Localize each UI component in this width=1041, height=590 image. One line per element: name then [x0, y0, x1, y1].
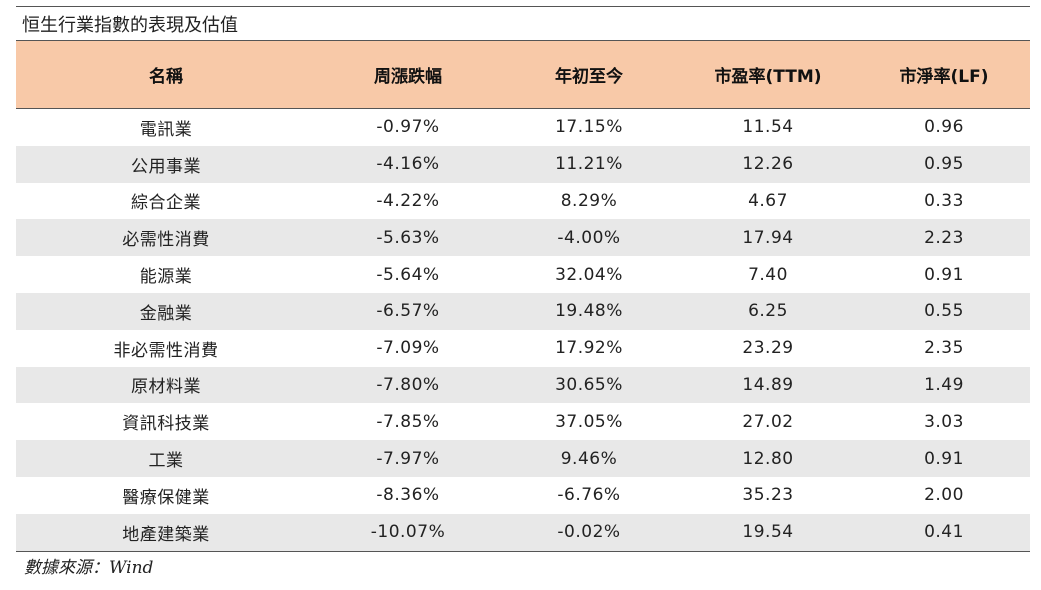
cell-pe-ttm: 12.80	[742, 448, 794, 469]
cell-pb-lf: 0.95	[924, 154, 964, 175]
cell-weekly-change: -8.36%	[376, 485, 440, 506]
cell-pb-lf: 1.49	[924, 374, 964, 395]
table-row: 原材料業 -7.80% 30.65% 14.89 1.49	[16, 366, 1030, 404]
header-name: 名稱	[149, 67, 183, 87]
cell-ytd: 11.21%	[555, 154, 623, 175]
industry-index-table: 名稱 周漲跌幅 年初至今 市盈率(TTM) 市淨率(LF) 電訊業 -0.97%…	[16, 40, 1030, 552]
cell-name: 資訊科技業	[122, 414, 210, 435]
cell-pe-ttm: 19.54	[742, 522, 794, 543]
cell-weekly-change: -4.16%	[376, 154, 440, 175]
top-rule	[16, 6, 1030, 7]
cell-weekly-change: -7.85%	[376, 411, 440, 432]
cell-name: 電訊業	[139, 119, 193, 140]
cell-name: 原材料業	[131, 377, 201, 398]
cell-ytd: 9.46%	[560, 448, 618, 469]
header-ytd: 年初至今	[555, 67, 623, 87]
cell-ytd: -4.00%	[557, 227, 621, 248]
cell-ytd: 8.29%	[560, 190, 618, 211]
table-row: 必需性消費 -5.63% -4.00% 17.94 2.23	[16, 219, 1030, 257]
cell-pb-lf: 2.00	[924, 485, 964, 506]
cell-weekly-change: -4.22%	[376, 190, 440, 211]
cell-pe-ttm: 17.94	[742, 227, 794, 248]
cell-ytd: 17.92%	[555, 338, 623, 359]
cell-ytd: 19.48%	[555, 301, 623, 322]
cell-ytd: 30.65%	[555, 374, 623, 395]
cell-pb-lf: 2.35	[924, 338, 964, 359]
cell-pe-ttm: 35.23	[742, 485, 794, 506]
table-header-row: 名稱 周漲跌幅 年初至今 市盈率(TTM) 市淨率(LF)	[16, 40, 1030, 109]
cell-pb-lf: 3.03	[924, 411, 964, 432]
cell-name: 公用事業	[131, 156, 201, 177]
cell-ytd: 32.04%	[555, 264, 623, 285]
cell-name: 工業	[148, 451, 184, 472]
cell-ytd: -0.02%	[557, 522, 621, 543]
cell-pe-ttm: 4.67	[748, 190, 788, 211]
cell-ytd: 17.15%	[555, 117, 623, 138]
cell-pe-ttm: 23.29	[742, 338, 794, 359]
cell-pb-lf: 0.91	[924, 448, 964, 469]
cell-pe-ttm: 7.40	[748, 264, 788, 285]
cell-name: 地產建築業	[122, 524, 210, 545]
cell-pe-ttm: 27.02	[742, 411, 794, 432]
cell-pb-lf: 0.96	[924, 117, 964, 138]
cell-pe-ttm: 12.26	[742, 154, 794, 175]
cell-pb-lf: 0.91	[924, 264, 964, 285]
cell-weekly-change: -5.63%	[376, 227, 440, 248]
cell-pb-lf: 0.33	[924, 190, 964, 211]
cell-weekly-change: -7.97%	[376, 448, 440, 469]
cell-pe-ttm: 6.25	[748, 301, 788, 322]
cell-name: 綜合企業	[131, 193, 201, 214]
cell-weekly-change: -7.09%	[376, 338, 440, 359]
cell-weekly-change: -0.97%	[376, 117, 440, 138]
table-row: 公用事業 -4.16% 11.21% 12.26 0.95	[16, 145, 1030, 183]
cell-name: 金融業	[139, 303, 193, 324]
cell-pe-ttm: 14.89	[742, 374, 794, 395]
cell-weekly-change: -10.07%	[370, 522, 446, 543]
header-pb-lf: 市淨率(LF)	[899, 67, 989, 87]
cell-weekly-change: -5.64%	[376, 264, 440, 285]
table-row: 地產建築業 -10.07% -0.02% 19.54 0.41	[16, 513, 1030, 552]
table-row: 能源業 -5.64% 32.04% 7.40 0.91	[16, 256, 1030, 293]
cell-name: 醫療保健業	[122, 487, 210, 508]
table-row: 工業 -7.97% 9.46% 12.80 0.91	[16, 440, 1030, 477]
cell-name: 必需性消費	[122, 230, 210, 251]
table-row: 醫療保健業 -8.36% -6.76% 35.23 2.00	[16, 477, 1030, 514]
header-weekly-change: 周漲跌幅	[374, 67, 442, 87]
table-title: 恒生行業指數的表現及估值	[22, 15, 238, 36]
cell-name: 非必需性消費	[113, 340, 219, 361]
cell-pb-lf: 0.55	[924, 301, 964, 322]
table-row: 綜合企業 -4.22% 8.29% 4.67 0.33	[16, 183, 1030, 220]
cell-pb-lf: 0.41	[924, 522, 964, 543]
cell-ytd: -6.76%	[557, 485, 621, 506]
data-source-note: 數據來源：Wind	[24, 558, 154, 578]
cell-weekly-change: -6.57%	[376, 301, 440, 322]
table-row: 金融業 -6.57% 19.48% 6.25 0.55	[16, 292, 1030, 330]
cell-pb-lf: 2.23	[924, 227, 964, 248]
cell-ytd: 37.05%	[555, 411, 623, 432]
table-row: 電訊業 -0.97% 17.15% 11.54 0.96	[16, 109, 1030, 146]
table-row: 非必需性消費 -7.09% 17.92% 23.29 2.35	[16, 330, 1030, 367]
cell-weekly-change: -7.80%	[376, 374, 440, 395]
table-row: 資訊科技業 -7.85% 37.05% 27.02 3.03	[16, 403, 1030, 440]
header-pe-ttm: 市盈率(TTM)	[714, 67, 822, 87]
cell-pe-ttm: 11.54	[742, 117, 794, 138]
cell-name: 能源業	[139, 267, 193, 288]
